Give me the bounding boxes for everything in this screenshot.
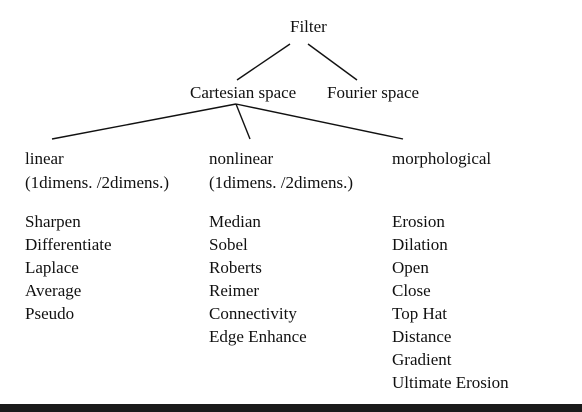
edge-cartesian-linear — [51, 103, 237, 140]
list-item: Erosion — [392, 212, 445, 231]
list-item: Average — [25, 281, 82, 300]
nonlinear-filter-list: Median Sobel Roberts Reimer Connectivity… — [209, 210, 307, 348]
morphological-filter-list: Erosion Dilation Open Close Top Hat Dist… — [392, 210, 509, 394]
node-linear: linear — [25, 149, 64, 168]
node-fourier-space: Fourier space — [327, 83, 420, 102]
node-nonlinear: nonlinear — [209, 149, 274, 168]
list-item: Differentiate — [25, 235, 112, 254]
edge-filter-cartesian — [236, 43, 291, 81]
list-item: Reimer — [209, 281, 260, 300]
list-item: Sobel — [209, 235, 248, 254]
linear-dimension-note: (1dimens. /2dimens.) — [25, 173, 170, 192]
list-item: Connectivity — [209, 304, 297, 323]
list-item: Pseudo — [25, 304, 75, 323]
list-item: Gradient — [392, 350, 452, 369]
edge-filter-fourier — [307, 43, 358, 81]
node-filter: Filter — [290, 17, 327, 36]
node-cartesian-space: Cartesian space — [190, 83, 297, 102]
edge-cartesian-morphological — [235, 103, 404, 140]
list-item: Sharpen — [25, 212, 81, 231]
linear-filter-list: Sharpen Differentiate Laplace Average Ps… — [25, 210, 112, 325]
list-item: Open — [392, 258, 429, 277]
list-item: Close — [392, 281, 431, 300]
list-item: Edge Enhance — [209, 327, 307, 346]
list-item: Laplace — [25, 258, 79, 277]
node-morphological: morphological — [392, 149, 492, 168]
list-item: Median — [209, 212, 261, 231]
bottom-border-bar — [0, 404, 582, 412]
list-item: Roberts — [209, 258, 262, 277]
list-item: Dilation — [392, 235, 448, 254]
nonlinear-dimension-note: (1dimens. /2dimens.) — [209, 173, 354, 192]
list-item: Top Hat — [392, 304, 447, 323]
edge-cartesian-nonlinear — [235, 103, 251, 140]
list-item: Distance — [392, 327, 452, 346]
list-item: Ultimate Erosion — [392, 373, 509, 392]
